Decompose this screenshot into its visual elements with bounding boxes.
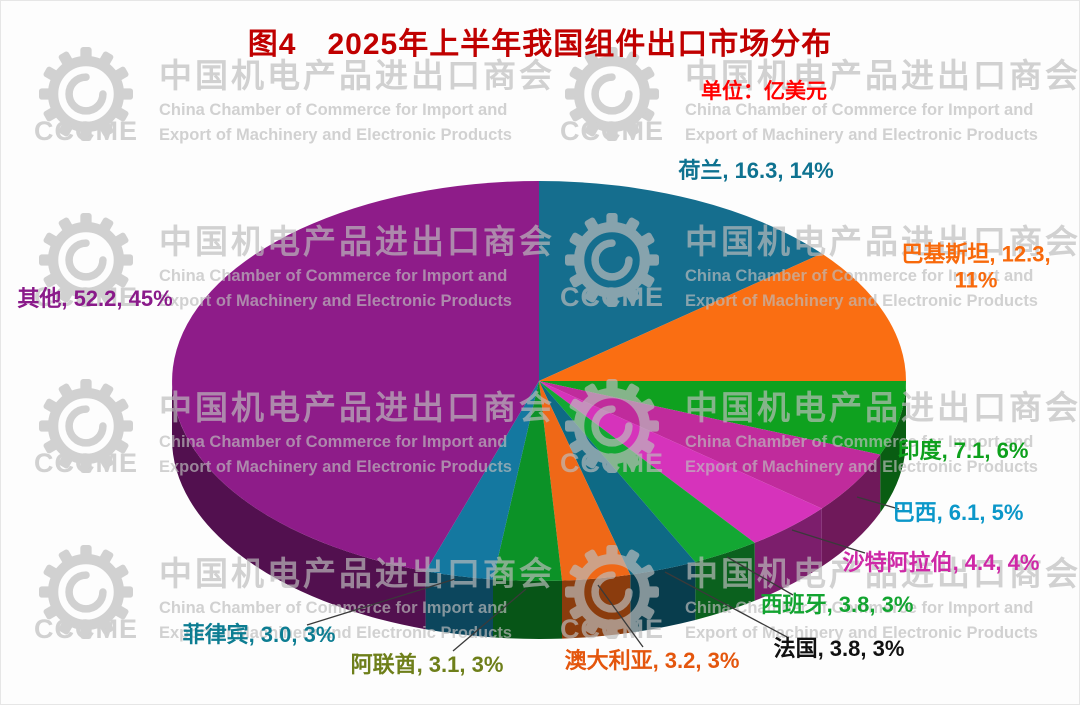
pie-slice-side — [172, 381, 426, 630]
pie-slice — [493, 381, 562, 581]
pie-slice-side — [880, 381, 906, 513]
chart-title: 图4 2025年上半年我国组件出口市场分布 — [247, 28, 833, 61]
pie-slice — [539, 253, 906, 381]
pie-slice-side — [562, 574, 631, 639]
pie-slice-side — [425, 571, 493, 638]
unit-label: 单位：亿美元 — [701, 80, 827, 103]
pie-slice — [539, 381, 631, 581]
pie-slice — [425, 381, 539, 580]
pie-slice — [172, 181, 540, 572]
pie-slice-side — [493, 579, 562, 639]
